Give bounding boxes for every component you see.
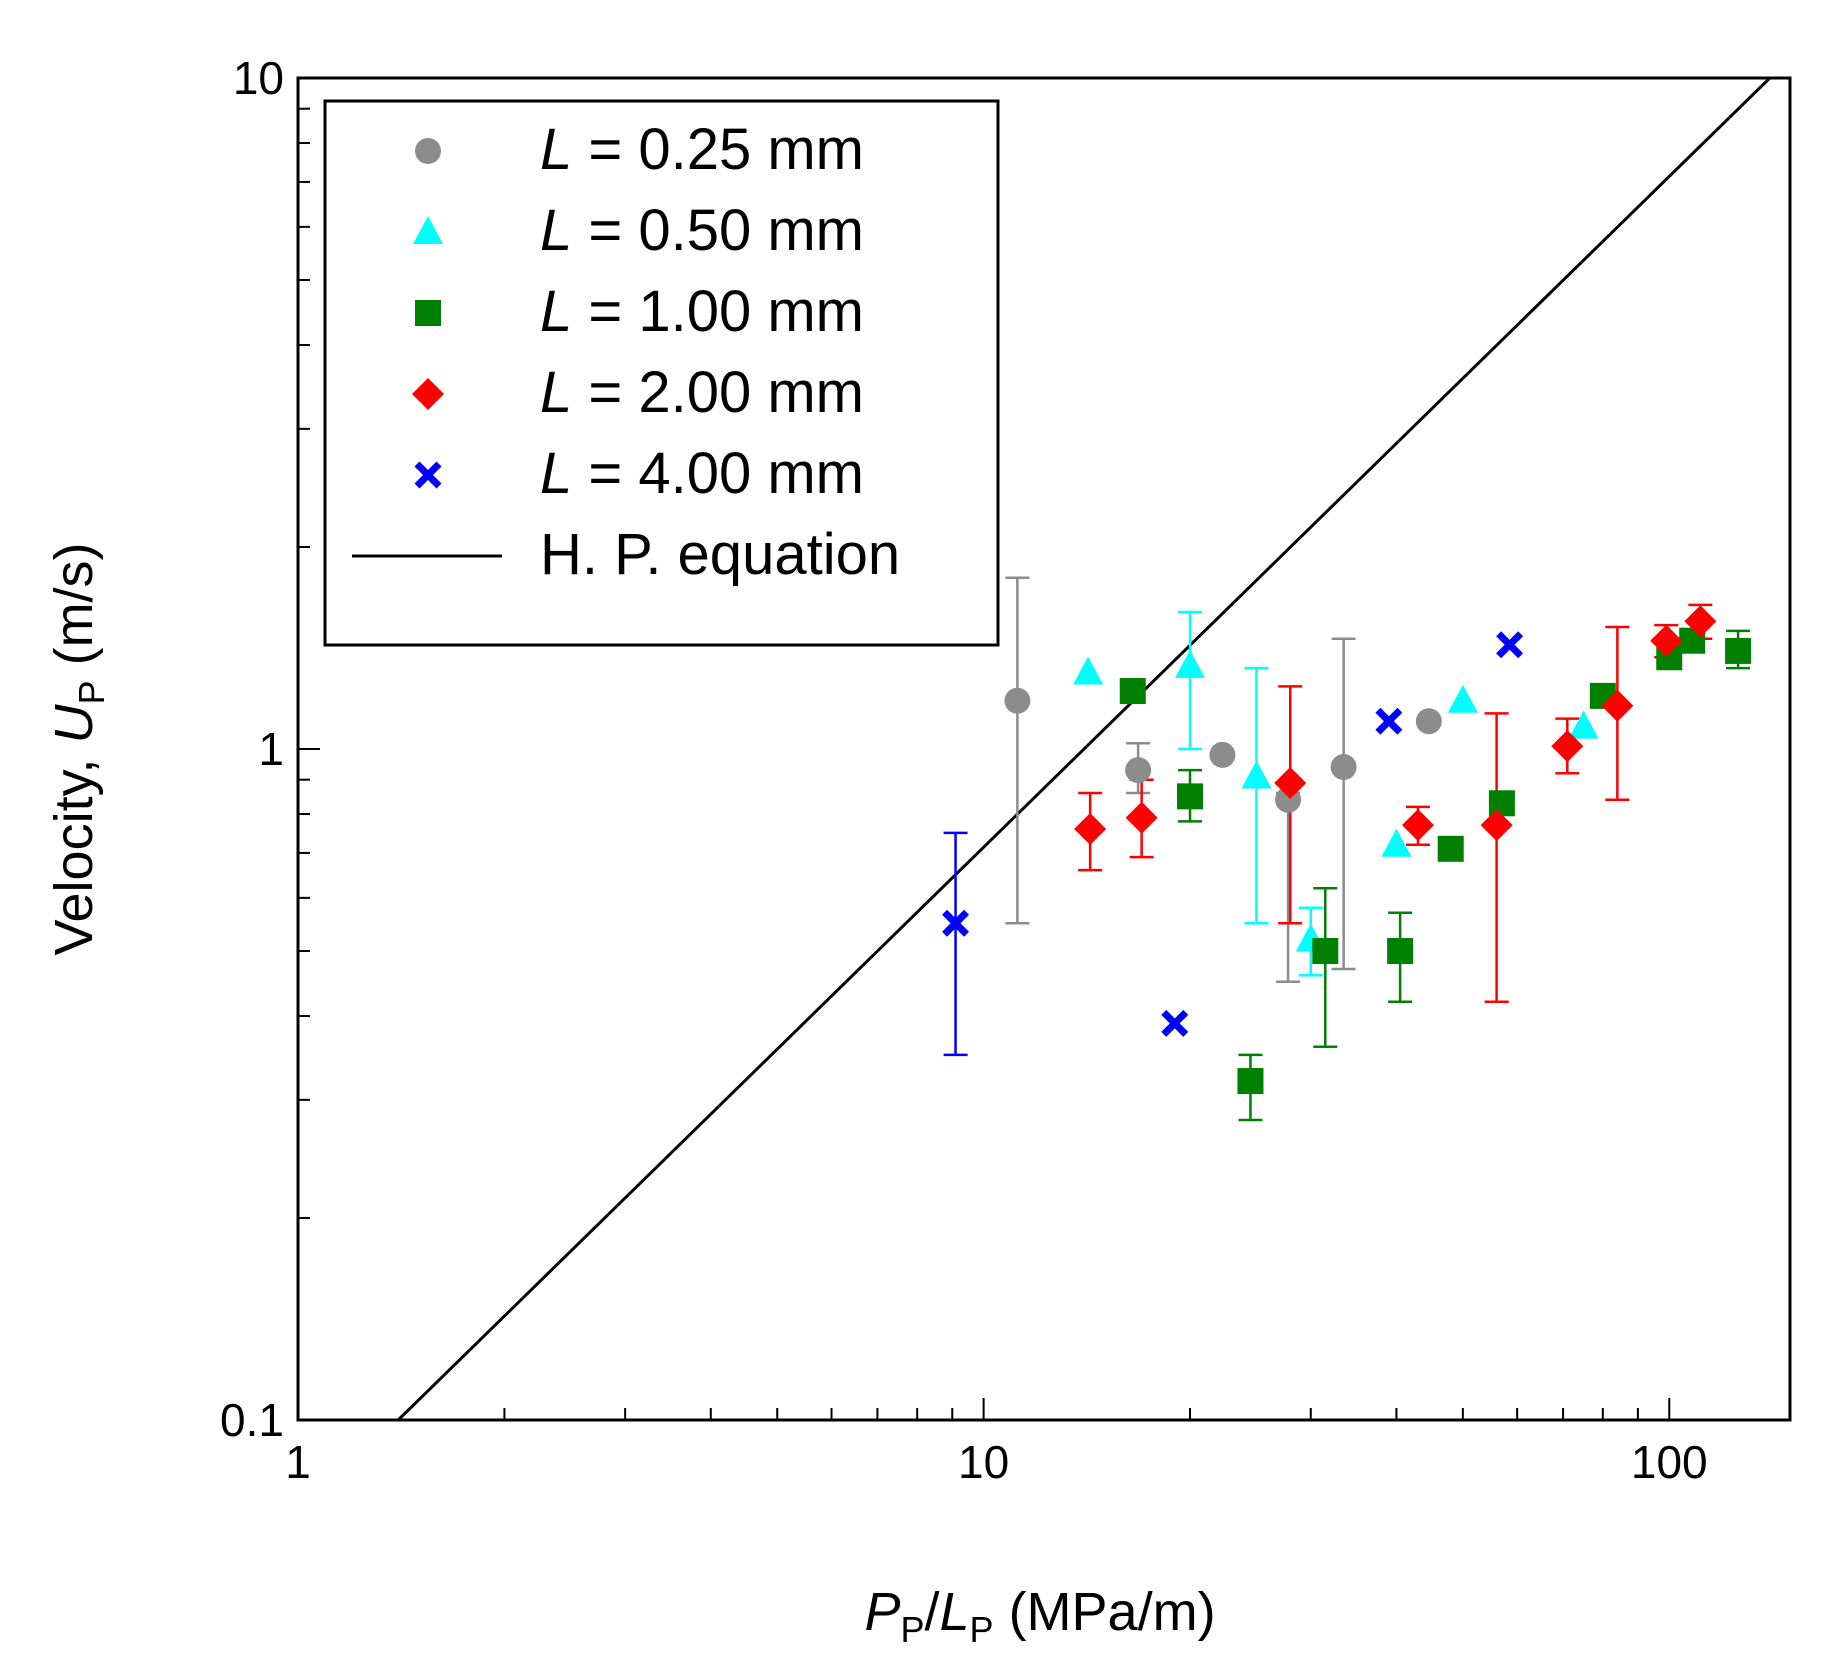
x-tick-label: 10 [958,1436,1009,1488]
hp-equation-line-layer [397,78,1772,1420]
data-point-circle-025 [1209,741,1236,768]
legend-label: L = 2.00 mm [540,360,864,425]
data-point-x-400 [942,909,970,937]
data-point-triangle-050 [1241,760,1272,789]
error-bar-triangle [1178,610,1203,751]
data-point-circle-025 [1415,708,1442,735]
error-bar-triangle [1244,666,1269,925]
error-bar-x [943,831,968,1057]
data-point-triangle-050 [1073,656,1104,685]
data-point-diamond-200 [1684,605,1717,638]
data-point-triangle-050 [1381,828,1412,857]
data-point-diamond-200 [1480,809,1513,842]
legend-label: L = 0.25 mm [540,117,864,182]
data-point-diamond-200 [1601,689,1634,722]
data-point-circle-025 [1125,757,1152,784]
error-bar-circle [1331,637,1356,971]
x-marker-stroke [942,909,970,937]
x-tick-label: 1 [285,1436,311,1488]
data-point-triangle-050 [1447,684,1478,713]
data-point-square-100 [1387,937,1414,964]
data-point-x-400 [1375,707,1403,735]
error-bar-diamond [1484,712,1509,1004]
data-point-diamond-200 [1074,812,1107,845]
x-axis-label: PP/LP (MPa/m) [864,1582,1215,1650]
hp-equation-line [397,78,1772,1420]
legend-label: L = 4.00 mm [540,441,864,506]
legend-box [323,99,1000,647]
data-point-diamond-200 [1125,801,1158,834]
data-point-square-100 [1437,835,1464,862]
x-marker-stroke [1161,1009,1189,1037]
y-tick-label: 0.1 [220,1394,284,1446]
data-markers [942,605,1752,1095]
x-marker-stroke [414,461,442,489]
legend-label: L = 1.00 mm [540,279,864,344]
data-point-circle-025 [1330,754,1357,781]
data-point-diamond-200 [1274,766,1307,799]
x-tick-label: 100 [1631,1436,1708,1488]
x-marker-stroke [1496,631,1524,659]
data-point-square-100 [1177,783,1204,810]
legend-label-hp-equation: H. P. equation [540,522,900,587]
data-point-square-100 [1312,937,1339,964]
data-point-x-400 [1496,631,1524,659]
y-axis-label: Velocity, UP (m/s) [44,542,112,955]
legend-marker-triangle [413,216,443,244]
data-point-square-100 [1119,678,1146,705]
plot-frame [296,76,1792,1422]
y-tick-label: 1 [258,723,284,775]
legend-marker-square [415,300,441,326]
data-point-triangle-050 [1175,649,1206,678]
data-point-square-100 [1488,790,1515,817]
legend-marker-x [414,461,442,489]
legend: L = 0.25 mm L = 0.50 mm L = 1.00 mm L = 2.0… [323,99,1000,647]
legend-label: L = 0.50 mm [540,198,864,263]
data-point-square-100 [1237,1068,1264,1095]
data-point-diamond-200 [1401,809,1434,842]
error-bar-circle [1005,576,1030,925]
data-point-diamond-200 [1551,730,1584,763]
x-marker-stroke [1375,707,1403,735]
data-point-x-400 [1161,1009,1189,1037]
data-point-diamond-200 [1650,624,1683,657]
legend-marker-circle [415,138,441,164]
y-tick-label: 10 [233,52,284,104]
data-point-triangle-050 [1568,710,1599,739]
data-point-circle-025 [1004,687,1031,714]
error-bar-square [1313,887,1338,1048]
data-point-square-100 [1725,637,1752,664]
legend-marker-diamond [412,378,444,410]
